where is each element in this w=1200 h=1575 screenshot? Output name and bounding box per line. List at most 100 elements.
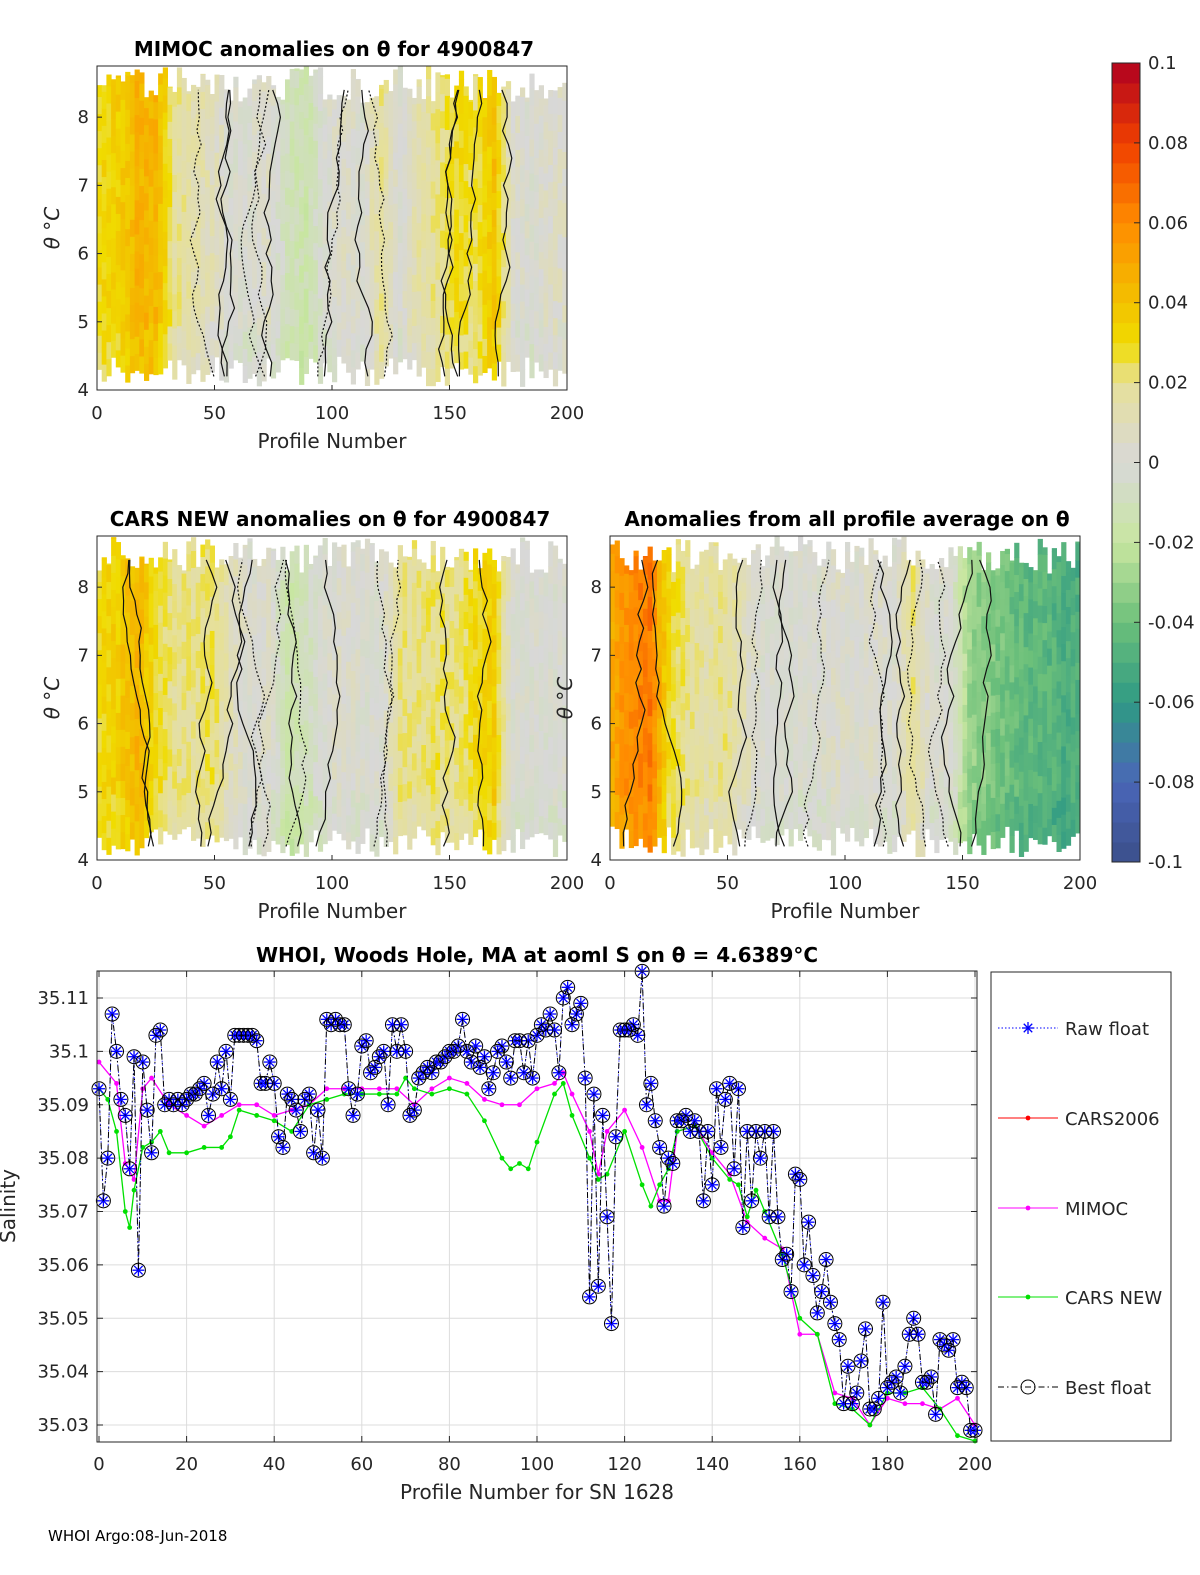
heatmap-cell <box>953 564 959 583</box>
heatmap-cell <box>223 772 230 790</box>
heatmap-cell <box>765 823 771 841</box>
heatmap-cell <box>247 275 253 294</box>
heatmap-cell <box>238 157 244 176</box>
heatmap-cell <box>144 312 150 330</box>
heatmap-cell <box>440 661 446 679</box>
heatmap-cell <box>458 703 465 721</box>
heatmap-cell <box>332 245 338 263</box>
heatmap-cell <box>148 305 154 324</box>
heatmap-cell <box>313 812 319 831</box>
heatmap-cell <box>802 709 808 727</box>
heatmap-cell <box>364 555 371 573</box>
heatmap-cell <box>247 156 253 175</box>
heatmap-cell <box>529 751 535 770</box>
heatmap-cell <box>266 595 272 614</box>
heatmap-cell <box>289 787 295 805</box>
heatmap-cell <box>562 219 568 238</box>
heatmap-cell <box>971 748 978 766</box>
heatmap-cell <box>868 640 874 659</box>
heatmap-cell <box>873 604 879 623</box>
heatmap-cell <box>252 254 258 272</box>
heatmap-cell <box>755 615 761 634</box>
heatmap-cell <box>308 790 314 809</box>
heatmap-cell <box>534 242 540 261</box>
heatmap-cell <box>270 548 277 552</box>
heatmap-cell <box>426 300 432 318</box>
heatmap-cell <box>732 752 738 771</box>
heatmap-cell <box>181 607 187 625</box>
heatmap-cell <box>435 347 441 365</box>
heatmap-cell <box>868 589 874 608</box>
heatmap-cell <box>557 579 563 597</box>
heatmap-cell <box>468 101 474 119</box>
heatmap-cell <box>732 769 738 788</box>
heatmap-cell <box>238 700 244 718</box>
heatmap-cell <box>200 607 206 626</box>
heatmap-cell <box>223 618 230 637</box>
heatmap-cell <box>929 703 935 721</box>
heatmap-cell <box>388 688 394 706</box>
heatmap-cell <box>529 241 535 259</box>
heatmap-cell <box>501 334 507 353</box>
heatmap-cell <box>270 88 277 106</box>
heatmap-cell <box>129 685 136 704</box>
heatmap-cell <box>529 768 535 787</box>
heatmap-cell <box>120 678 126 696</box>
heatmap-cell <box>176 577 183 596</box>
heatmap-cell <box>407 352 413 370</box>
heatmap-cell <box>491 566 497 585</box>
heatmap-cell <box>252 822 258 840</box>
heatmap-cell <box>520 537 526 543</box>
heatmap-cell <box>496 327 502 345</box>
heatmap-cell <box>191 823 197 841</box>
heatmap-cell <box>322 294 328 313</box>
heatmap-cell <box>435 296 441 314</box>
heatmap-cell <box>990 695 996 713</box>
heatmap-cell <box>628 625 634 644</box>
heatmap-cell <box>355 836 361 854</box>
heatmap-cell <box>491 345 497 364</box>
heatmap-cell <box>755 547 761 566</box>
heatmap-cell <box>407 266 413 285</box>
heatmap-cell <box>458 685 465 704</box>
heatmap-cell <box>718 744 724 763</box>
heatmap-cell <box>473 109 479 128</box>
heatmap-cell <box>524 340 530 358</box>
heatmap-cell <box>327 184 333 202</box>
heatmap-cell <box>463 713 469 732</box>
heatmap-cell <box>877 675 884 694</box>
heatmap-cell <box>308 824 314 843</box>
heatmap-cell <box>200 692 206 711</box>
heatmap-cell <box>755 667 761 685</box>
heatmap-cell <box>694 830 700 848</box>
heatmap-cell <box>538 85 544 99</box>
heatmap-cell <box>440 110 446 129</box>
heatmap-cell <box>158 73 164 85</box>
heatmap-cell <box>901 568 907 587</box>
heatmap-cell <box>148 135 154 153</box>
heatmap-cell <box>181 92 187 110</box>
heatmap-cell <box>238 174 244 193</box>
heatmap-cell <box>101 330 107 348</box>
heatmap-cell <box>548 821 554 840</box>
heatmap-cell <box>520 147 526 166</box>
heatmap-cell <box>421 795 427 814</box>
heatmap-cell <box>915 839 921 858</box>
heatmap-cell <box>449 282 455 301</box>
heatmap-cell <box>524 237 530 256</box>
heatmap-cell <box>642 625 649 643</box>
heatmap-cell <box>708 777 714 796</box>
heatmap-cell <box>228 248 234 267</box>
heatmap-cell <box>552 198 559 216</box>
heatmap-cell <box>355 147 361 165</box>
heatmap-cell <box>158 656 164 674</box>
heatmap-cell <box>369 300 375 319</box>
heatmap-cell <box>341 822 347 841</box>
heatmap-cell <box>134 616 140 634</box>
heatmap-cell <box>515 95 521 99</box>
heatmap-cell <box>289 633 295 652</box>
heatmap-cell <box>299 213 305 232</box>
heatmap-cell <box>219 559 225 565</box>
y-tick-label: 7 <box>78 175 89 196</box>
heatmap-cell <box>209 681 215 700</box>
